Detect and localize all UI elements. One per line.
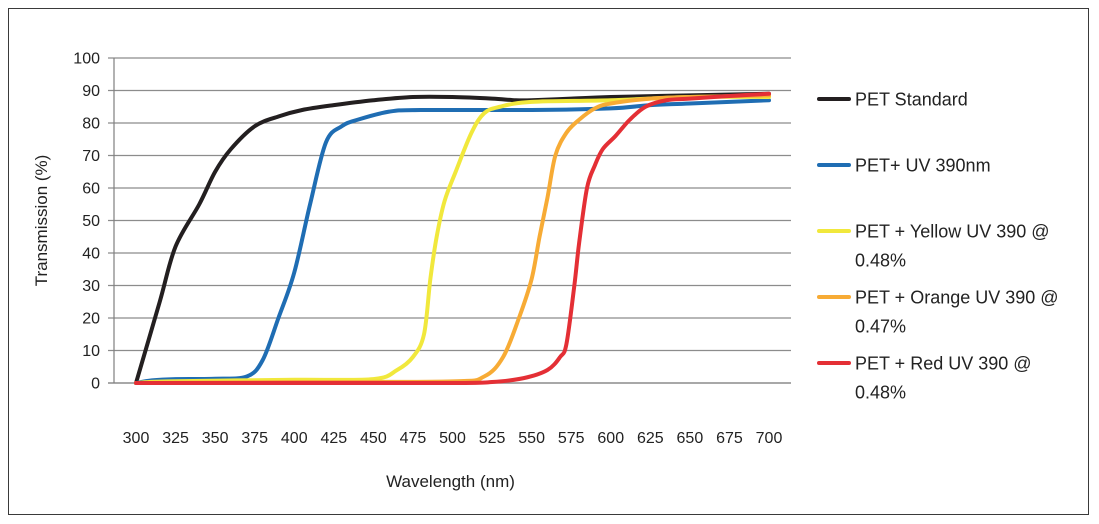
legend-item: PET + Orange UV 390 @ 0.47% bbox=[817, 288, 1059, 337]
series-line-1 bbox=[134, 91, 771, 385]
y-tick-label: 90 bbox=[82, 83, 100, 100]
series-line-2 bbox=[134, 98, 771, 385]
x-tick-label: 500 bbox=[439, 430, 466, 447]
legend-label: 0.47% bbox=[855, 317, 906, 337]
legend-item: PET+ UV 390nm bbox=[817, 156, 991, 176]
chart-frame: 0 10 20 30 40 50 60 70 80 90 100 300 325 350 375 400 42… bbox=[8, 8, 1089, 515]
x-tick-label: 400 bbox=[281, 430, 308, 447]
series-lines bbox=[134, 91, 771, 386]
x-tick-label: 600 bbox=[597, 430, 624, 447]
y-axis-title: Transmission (%) bbox=[32, 155, 51, 287]
x-tick-label: 525 bbox=[479, 430, 506, 447]
x-tick-label: 700 bbox=[756, 430, 783, 447]
series-line-4 bbox=[134, 93, 771, 385]
legend: PET Standard PET+ UV 390nm PET + Yellow UV… bbox=[817, 90, 1059, 403]
x-tick-label: 325 bbox=[162, 430, 189, 447]
y-tick-label: 40 bbox=[82, 246, 100, 263]
y-tick-label: 30 bbox=[82, 278, 100, 295]
y-tick-label: 70 bbox=[82, 148, 100, 165]
x-tick-label: 675 bbox=[716, 430, 743, 447]
y-tick-label: 100 bbox=[73, 51, 100, 68]
legend-label: 0.48% bbox=[855, 383, 906, 403]
y-tick-label: 80 bbox=[82, 116, 100, 133]
y-tick-label: 10 bbox=[82, 343, 100, 360]
y-tick-labels: 0 10 20 30 40 50 60 70 80 90 100 bbox=[73, 51, 100, 393]
legend-item: PET + Red UV 390 @ 0.48% bbox=[817, 354, 1032, 403]
x-tick-label: 350 bbox=[202, 430, 229, 447]
x-tick-label: 300 bbox=[123, 430, 150, 447]
legend-label: PET + Orange UV 390 @ bbox=[855, 288, 1059, 308]
series-line-3 bbox=[134, 94, 771, 385]
x-tick-label: 475 bbox=[400, 430, 427, 447]
x-axis-title: Wavelength (nm) bbox=[386, 472, 515, 491]
legend-label: PET + Yellow UV 390 @ bbox=[855, 222, 1050, 242]
x-tick-label: 625 bbox=[637, 430, 664, 447]
legend-label: PET+ UV 390nm bbox=[855, 156, 991, 176]
x-tick-labels: 300 325 350 375 400 425 450 475 500 525 550 575 600 6… bbox=[123, 430, 783, 447]
series-line-5 bbox=[134, 91, 771, 386]
x-tick-label: 550 bbox=[518, 430, 545, 447]
legend-item: PET + Yellow UV 390 @ 0.48% bbox=[817, 222, 1050, 271]
legend-label: PET + Red UV 390 @ bbox=[855, 354, 1032, 374]
y-tick-label: 20 bbox=[82, 311, 100, 328]
legend-label: PET Standard bbox=[855, 90, 968, 110]
x-tick-label: 450 bbox=[360, 430, 387, 447]
y-tick-label: 0 bbox=[91, 376, 100, 393]
legend-item: PET Standard bbox=[817, 90, 968, 110]
y-tick-label: 50 bbox=[82, 213, 100, 230]
line-chart: 0 10 20 30 40 50 60 70 80 90 100 300 325 350 375 400 42… bbox=[32, 51, 1059, 492]
grid-lines bbox=[108, 57, 791, 384]
y-tick-label: 60 bbox=[82, 181, 100, 198]
legend-label: 0.48% bbox=[855, 251, 906, 271]
x-tick-label: 375 bbox=[241, 430, 268, 447]
x-tick-label: 425 bbox=[320, 430, 347, 447]
x-tick-label: 575 bbox=[558, 430, 585, 447]
x-tick-label: 650 bbox=[677, 430, 704, 447]
